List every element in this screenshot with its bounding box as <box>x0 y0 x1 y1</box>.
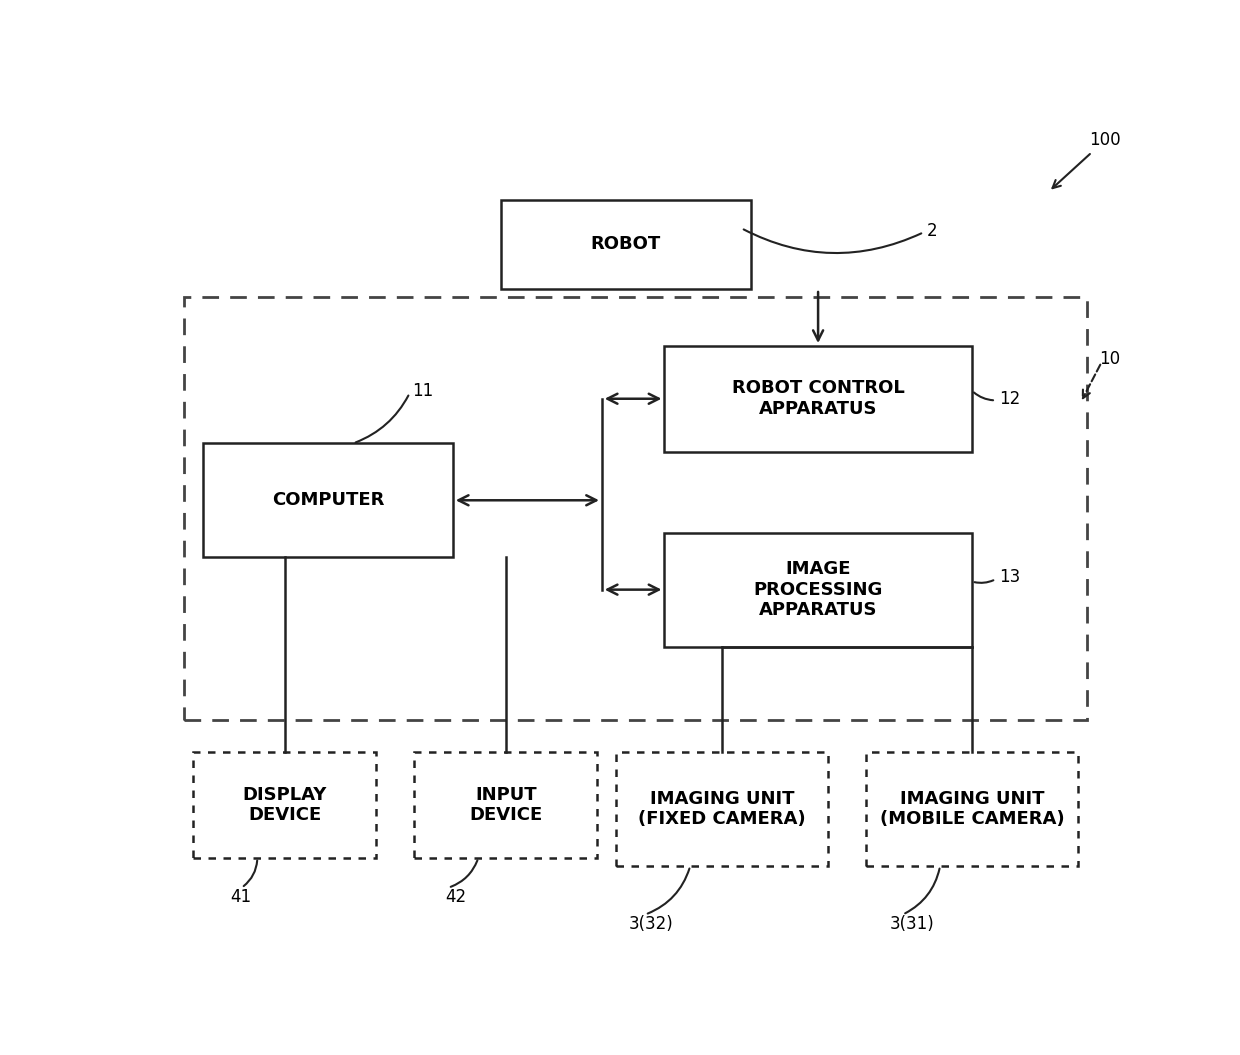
Bar <box>866 752 1078 866</box>
Text: INPUT
DEVICE: INPUT DEVICE <box>469 786 542 824</box>
Text: IMAGING UNIT
(MOBILE CAMERA): IMAGING UNIT (MOBILE CAMERA) <box>879 789 1064 828</box>
Text: COMPUTER: COMPUTER <box>272 492 384 510</box>
Bar <box>665 533 972 647</box>
Text: 10: 10 <box>1099 350 1120 368</box>
Text: IMAGE
PROCESSING
APPARATUS: IMAGE PROCESSING APPARATUS <box>754 560 883 619</box>
Bar <box>616 752 828 866</box>
Text: DISPLAY
DEVICE: DISPLAY DEVICE <box>243 786 327 824</box>
Text: 100: 100 <box>1053 131 1121 188</box>
Text: 3(31): 3(31) <box>889 916 934 934</box>
Text: 41: 41 <box>229 887 250 905</box>
Text: 11: 11 <box>413 382 434 400</box>
Bar <box>193 752 376 858</box>
Bar <box>665 346 972 452</box>
Text: IMAGING UNIT
(FIXED CAMERA): IMAGING UNIT (FIXED CAMERA) <box>639 789 806 828</box>
Bar <box>203 443 453 557</box>
Bar <box>501 199 750 289</box>
Text: 13: 13 <box>998 569 1021 587</box>
Text: 42: 42 <box>445 887 466 905</box>
Text: 2: 2 <box>926 222 937 239</box>
Text: 3(32): 3(32) <box>629 916 673 934</box>
Bar <box>414 752 598 858</box>
Text: ROBOT CONTROL
APPARATUS: ROBOT CONTROL APPARATUS <box>732 380 904 418</box>
Text: 12: 12 <box>998 389 1021 407</box>
Bar <box>184 298 1087 720</box>
Text: ROBOT: ROBOT <box>590 235 661 253</box>
